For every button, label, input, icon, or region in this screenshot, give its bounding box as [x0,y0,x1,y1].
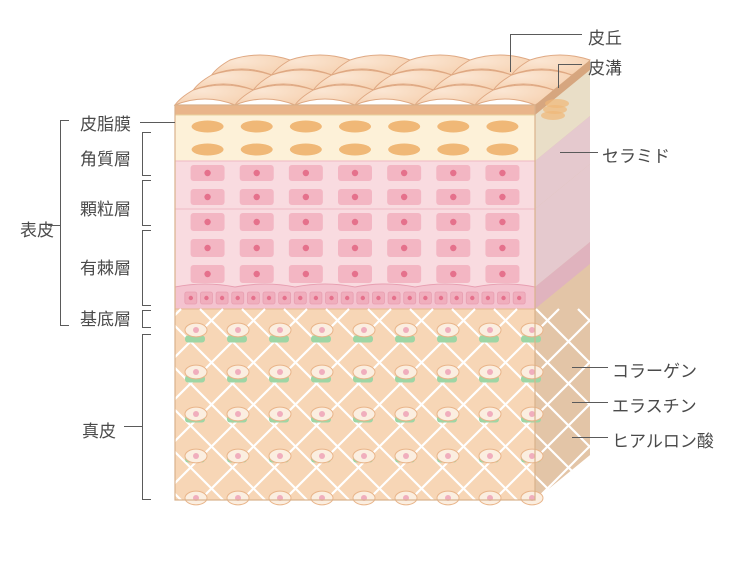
leader-collagen [572,367,608,368]
label-epidermis-group: 表皮 [20,216,54,241]
label-granular: 顆粒層 [80,195,131,220]
label-ceramide: セラミド [602,142,670,167]
leader-elastin [572,402,608,403]
bracket-dermis [142,334,143,500]
bracket-corneum [142,132,143,176]
diagram-svg [0,0,750,560]
bracket-basal [142,310,143,328]
label-ridge: 皮丘 [588,24,622,49]
label-spinous: 有棘層 [80,254,131,279]
leader-sebum [140,122,175,123]
bracket-spinous [142,230,143,306]
leader-furrow-v [558,64,559,88]
label-corneum: 角質層 [80,145,131,170]
leader-epidermis [48,225,60,226]
leader-hyaluronic [572,437,608,438]
leader-furrow-h [558,64,582,65]
label-sebum: 皮脂膜 [80,110,131,135]
label-elastin: エラスチン [612,392,697,417]
bracket-epidermis [60,120,61,326]
label-furrow: 皮溝 [588,54,622,79]
label-collagen: コラーゲン [612,357,697,382]
leader-ridge-v [510,34,511,72]
skin-diagram: 表皮 皮脂膜 角質層 顆粒層 有棘層 基底層 真皮 皮丘 皮溝 セラミド コラー… [0,0,750,560]
label-basal: 基底層 [80,305,131,330]
label-dermis: 真皮 [82,417,116,442]
leader-dermis-h [124,426,142,427]
label-hyaluronic: ヒアルロン酸 [612,427,714,452]
leader-ridge-h [510,34,582,35]
leader-ceramide [560,152,598,153]
bracket-granular [142,180,143,226]
